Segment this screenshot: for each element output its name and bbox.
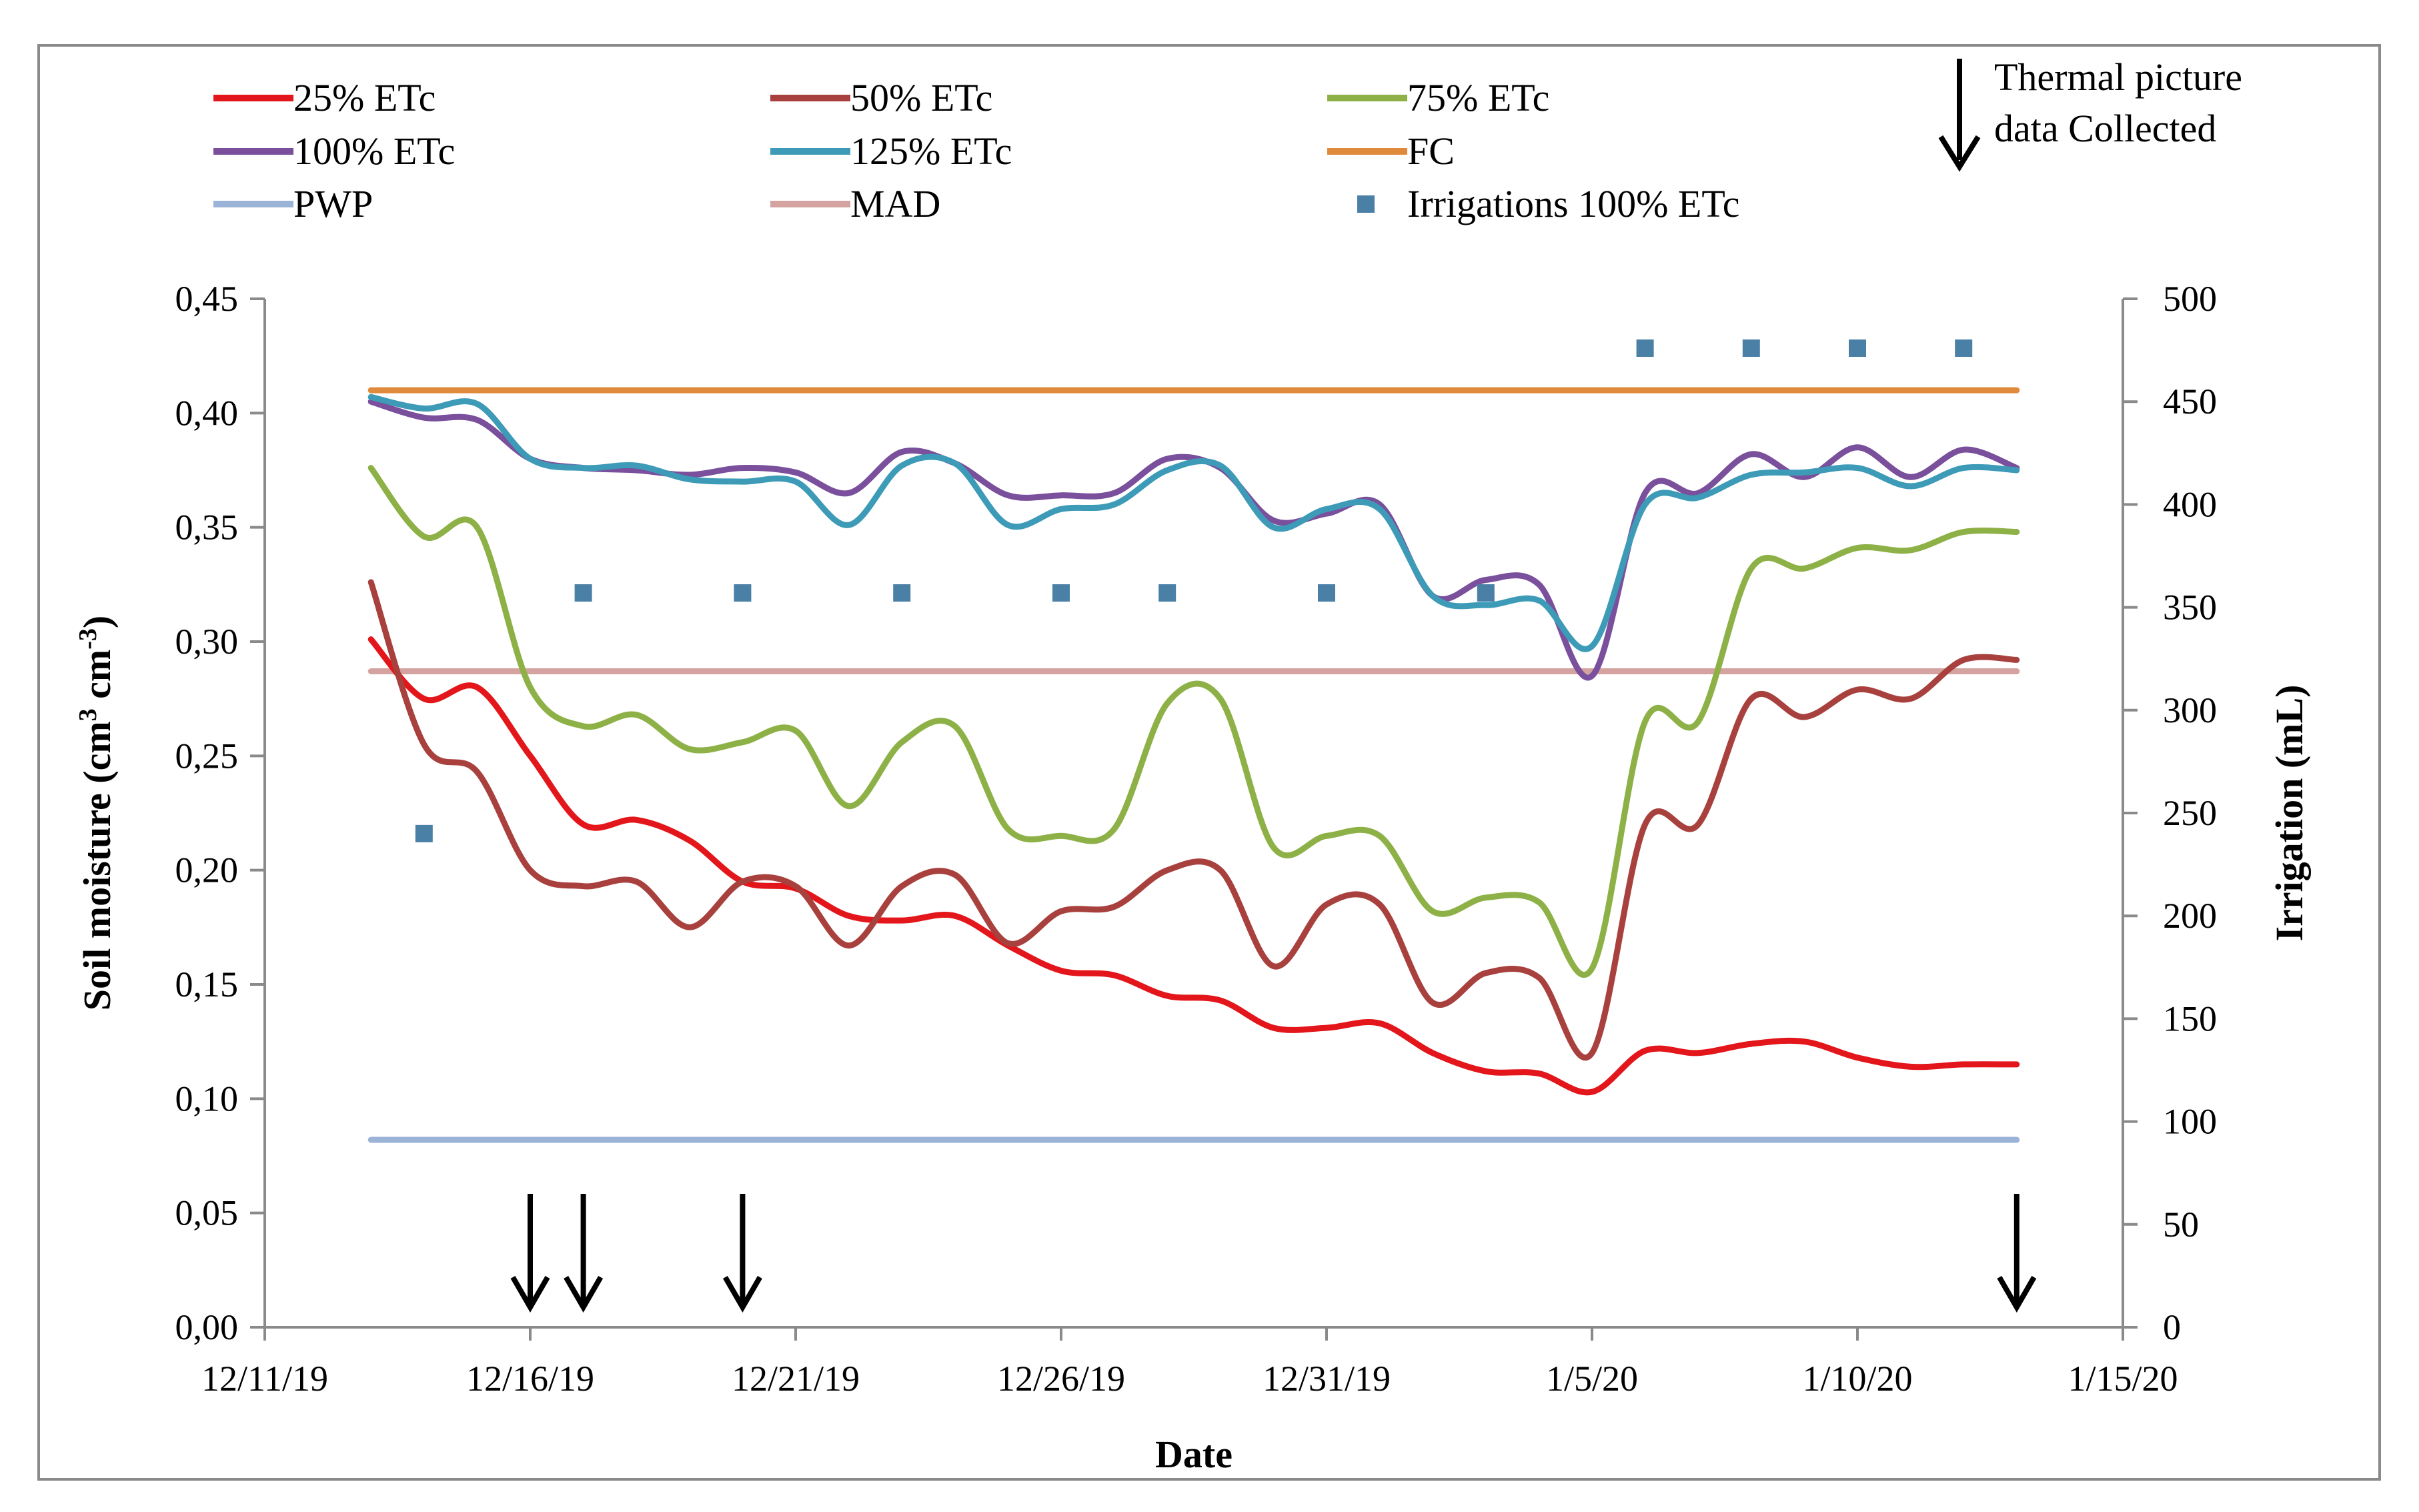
irrigation-point <box>1158 584 1176 602</box>
legend-label: 50% ETc <box>850 76 992 119</box>
legend-label: Irrigations 100% ETc <box>1407 182 1739 225</box>
y2-tick-label: 150 <box>2163 998 2217 1038</box>
y-tick-label: 0,35 <box>175 508 239 548</box>
y2-tick-label: 50 <box>2163 1205 2199 1245</box>
y-tick-label: 0,20 <box>175 850 239 890</box>
legend-entry-fc: FC <box>1327 129 1455 173</box>
irrigation-point <box>1955 339 1973 357</box>
series-group <box>367 387 2020 1143</box>
x-axis-title: Date <box>1155 1433 1233 1476</box>
thermal-annotation-line2: data Collected <box>1994 107 2216 150</box>
legend-entry-irrigation: Irrigations 100% ETc <box>1357 182 1739 225</box>
thermal-arrow <box>564 1194 604 1313</box>
irrigation-point <box>1742 339 1760 357</box>
y-axis-title-end: ) <box>75 616 119 628</box>
y2-tick-label: 0 <box>2163 1307 2181 1347</box>
legend-label: FC <box>1407 129 1455 173</box>
y-axis-title: Soil moisture (cm3 cm-3) <box>74 616 119 1010</box>
legend-label: MAD <box>850 182 940 225</box>
y2-tick-label: 350 <box>2163 588 2217 628</box>
y-tick-label: 0,10 <box>175 1078 239 1118</box>
legend-label: 25% ETc <box>293 76 436 119</box>
y2-ticks: 0 50 100 150 200 250 300 350 400 450 500 <box>2123 279 2217 1347</box>
legend-label: 75% ETc <box>1407 76 1549 119</box>
legend-entry-thermal: Thermal picture data Collected <box>1938 55 2242 172</box>
legend-entry-100: 100% ETc <box>213 129 455 173</box>
irrigation-point <box>1477 584 1495 602</box>
y-tick-label: 0,45 <box>175 279 239 319</box>
thermal-annotation-line1: Thermal picture <box>1994 55 2242 99</box>
legend-entry-125: 125% ETc <box>770 129 1012 173</box>
legend-entry-75: 75% ETc <box>1327 76 1549 119</box>
series-line-75-etc <box>367 465 2020 978</box>
series-line-25-etc <box>367 636 2020 1096</box>
thermal-arrow <box>1997 1194 2037 1313</box>
irrigation-point <box>1636 339 1654 357</box>
y-tick-label: 0,25 <box>175 736 239 776</box>
y2-tick-label: 450 <box>2163 382 2217 422</box>
y2-tick-label: 250 <box>2163 793 2217 833</box>
legend-label: 125% ETc <box>850 129 1012 173</box>
x-tick-label: 12/11/19 <box>201 1359 328 1399</box>
y-axis-title-exp2: -3 <box>74 628 102 650</box>
y-tick-label: 0,15 <box>175 964 239 1004</box>
thermal-picture-arrows <box>510 1194 2037 1313</box>
y-ticks: 0,00 0,05 0,10 0,15 0,20 0,25 0,30 0,35 0,40 0,45 <box>175 279 265 1347</box>
y2-tick-label: 200 <box>2163 896 2217 936</box>
y-tick-label: 0,40 <box>175 393 239 433</box>
y-tick-label: 0,00 <box>175 1307 239 1347</box>
y2-axis-title: Irrigation (mL) <box>2268 685 2311 942</box>
x-tick-label: 12/21/19 <box>732 1359 860 1399</box>
chart-frame <box>37 44 2381 1481</box>
y2-tick-label: 300 <box>2163 690 2217 730</box>
x-tick-label: 1/10/20 <box>1802 1359 1912 1399</box>
y-axis-title-exp1: 3 <box>74 708 102 721</box>
legend: 25% ETc 50% ETc 75% ETc 100% ETc 125% ET… <box>213 55 2242 225</box>
axes: 0,00 0,05 0,10 0,15 0,20 0,25 0,30 0,35 0,40 0,45… <box>175 279 2218 1399</box>
legend-entry-50: 50% ETc <box>770 76 992 119</box>
irrigation-point <box>415 824 433 842</box>
x-tick-label: 1/15/20 <box>2068 1359 2178 1399</box>
y-axis-title-mid: cm <box>75 650 119 709</box>
y2-tick-label: 100 <box>2163 1102 2217 1142</box>
legend-label: PWP <box>293 182 373 225</box>
irrigation-point <box>893 584 911 602</box>
irrigation-point <box>1318 584 1335 602</box>
legend-entry-pwp: PWP <box>213 182 373 225</box>
x-ticks: 12/11/19 12/16/19 12/21/19 12/26/19 12/31/19… <box>201 1327 2178 1399</box>
y-axis-title-base: Soil moisture (cm <box>75 721 119 1010</box>
legend-entry-mad: MAD <box>770 182 940 225</box>
thermal-arrow <box>722 1194 762 1313</box>
irrigation-markers <box>415 339 1973 842</box>
y-tick-label: 0,05 <box>175 1193 239 1233</box>
series-line-50-etc <box>367 579 2020 1061</box>
y-tick-label: 0,30 <box>175 622 239 662</box>
x-tick-label: 12/31/19 <box>1263 1359 1391 1399</box>
irrigation-point <box>574 584 592 602</box>
y2-tick-label: 500 <box>2163 279 2217 319</box>
irrigation-point <box>1052 584 1070 602</box>
x-tick-label: 1/5/20 <box>1546 1359 1638 1399</box>
irrigation-point <box>1849 339 1866 357</box>
legend-label: 100% ETc <box>293 129 455 173</box>
x-tick-label: 12/16/19 <box>466 1359 594 1399</box>
legend-entry-25: 25% ETc <box>213 76 436 119</box>
thermal-arrow <box>510 1194 550 1313</box>
y2-tick-label: 400 <box>2163 484 2217 524</box>
x-tick-label: 12/26/19 <box>997 1359 1125 1399</box>
irrigation-point <box>734 584 752 602</box>
series-line-125-etc <box>367 394 2020 652</box>
